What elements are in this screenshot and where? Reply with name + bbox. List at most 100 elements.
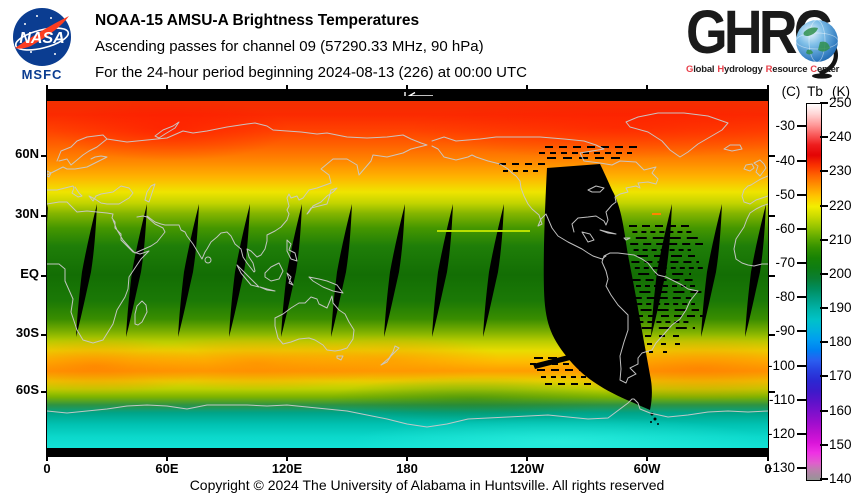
- ghrc-logo: GHRC Global Hydrology Resource Center: [686, 0, 852, 79]
- colorbar-unit-kelvin: (K): [832, 84, 850, 99]
- colorbar-unit-celsius: (C): [781, 84, 801, 99]
- celsius-tick: [797, 398, 806, 401]
- celsius-label--30: -30: [775, 118, 795, 134]
- lat-tick-right: [769, 215, 775, 217]
- lon-tick-bottom: [646, 456, 648, 461]
- lat-tick-left: [41, 334, 47, 336]
- kelvin-tick: [820, 238, 828, 241]
- world-map: [46, 89, 769, 457]
- lon-label-0: 0: [43, 461, 51, 476]
- kelvin-label-210: 210: [829, 231, 852, 247]
- lon-tick-bottom: [166, 456, 168, 461]
- lat-tick-right: [769, 155, 775, 157]
- celsius-label--100: -100: [767, 357, 795, 373]
- map-bottom-no-data-strip: [47, 448, 768, 456]
- kelvin-label-250: 250: [829, 95, 852, 110]
- orbit-gap-streak: [331, 204, 352, 337]
- ghrc-tagline: Global Hydrology Resource Center: [686, 64, 852, 75]
- lon-label-180: 180: [396, 461, 418, 476]
- lon-tick-bottom: [286, 456, 288, 461]
- lat-tick-right: [769, 391, 775, 393]
- celsius-label--50: -50: [775, 186, 795, 202]
- lon-tick-top: [646, 85, 648, 91]
- kelvin-tick: [820, 477, 828, 480]
- ghrc-tagline-word: Center: [810, 64, 840, 75]
- kelvin-tick: [820, 409, 828, 412]
- lon-tick-top: [286, 85, 288, 91]
- kelvin-label-150: 150: [829, 436, 852, 452]
- lat-label-30S: 30S: [15, 325, 39, 340]
- page-title: NOAA-15 AMSU-A Brightness Temperatures: [95, 12, 420, 29]
- orbit-gap-streak: [483, 204, 504, 337]
- kelvin-label-160: 160: [829, 402, 852, 418]
- celsius-label--120: -120: [767, 426, 795, 442]
- coastlines: [47, 112, 768, 428]
- map-frame-top: [47, 96, 768, 101]
- kelvin-tick: [820, 443, 828, 446]
- lon-tick-top: [406, 85, 408, 91]
- celsius-tick: [797, 433, 806, 436]
- celsius-tick: [797, 262, 806, 265]
- kelvin-tick: [820, 170, 828, 173]
- lat-tick-left: [41, 391, 47, 393]
- celsius-tick: [797, 467, 806, 470]
- lat-label-60S: 60S: [15, 382, 39, 397]
- nasa-logo-icon: NASA: [13, 8, 71, 66]
- lon-label-120E: 120E: [271, 461, 303, 476]
- kelvin-tick: [820, 272, 828, 275]
- ghrc-tagline-word: Resource: [765, 64, 808, 75]
- orbit-gap-streak: [745, 204, 766, 337]
- orbit-gap-streak: [126, 204, 147, 337]
- celsius-tick: [797, 125, 806, 128]
- lon-tick-bottom: [767, 456, 769, 461]
- celsius-label--90: -90: [775, 323, 795, 339]
- kelvin-tick: [820, 136, 828, 139]
- orbit-gap-streak: [701, 204, 722, 337]
- msfc-label: MSFC: [21, 67, 63, 82]
- lon-tick-bottom: [526, 456, 528, 461]
- lat-tick-left: [41, 155, 47, 157]
- celsius-label--70: -70: [775, 255, 795, 271]
- nasa-wordmark: NASA: [19, 30, 64, 47]
- lat-tick-right: [769, 275, 775, 277]
- lat-label-EQ: EQ: [20, 266, 39, 281]
- kelvin-label-220: 220: [829, 197, 852, 213]
- celsius-tick: [797, 296, 806, 299]
- subtitle-period: For the 24-hour period beginning 2024-08…: [95, 64, 527, 81]
- orbit-gap-streak: [384, 204, 405, 337]
- lat-label-60N: 60N: [15, 146, 39, 161]
- lon-label-60E: 60E: [155, 461, 179, 476]
- kelvin-label-200: 200: [829, 265, 852, 281]
- subtitle-channel: Ascending passes for channel 09 (57290.3…: [95, 38, 484, 55]
- orbit-gap-streak: [281, 204, 302, 337]
- kelvin-label-170: 170: [829, 368, 852, 384]
- kelvin-tick: [820, 375, 828, 378]
- lon-tick-bottom: [46, 456, 48, 461]
- celsius-tick: [797, 159, 806, 162]
- kelvin-label-230: 230: [829, 163, 852, 179]
- celsius-tick: [797, 193, 806, 196]
- lat-tick-left: [41, 215, 47, 217]
- kelvin-label-190: 190: [829, 300, 852, 316]
- celsius-label--80: -80: [775, 289, 795, 305]
- orbit-gap-streak: [76, 204, 97, 337]
- copyright-text: Copyright © 2024 The University of Alaba…: [189, 477, 665, 493]
- lat-tick-left: [41, 275, 47, 277]
- missing-data-swath: [543, 164, 652, 410]
- lon-label-120W: 120W: [510, 461, 544, 476]
- colorbar-quantity-label: Tb: [807, 84, 823, 99]
- kelvin-tick: [820, 307, 828, 310]
- scanline-dropout-layer: [499, 146, 703, 385]
- lon-label-60W: 60W: [633, 461, 661, 476]
- lon-tick-bottom: [406, 456, 408, 461]
- ghrc-tagline-word: Hydrology: [717, 64, 763, 75]
- colorbar: [806, 103, 822, 481]
- orbit-gap-streak: [47, 204, 48, 223]
- ghrc-tagline-word: Global: [686, 64, 715, 75]
- lon-tick-top: [767, 85, 769, 91]
- celsius-tick: [797, 364, 806, 367]
- nasa-orbit-ellipse: [14, 27, 70, 51]
- kelvin-label-140: 140: [829, 470, 852, 486]
- kelvin-tick: [820, 204, 828, 207]
